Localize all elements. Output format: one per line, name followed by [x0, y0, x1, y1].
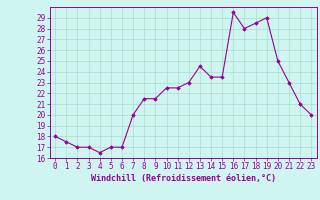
- X-axis label: Windchill (Refroidissement éolien,°C): Windchill (Refroidissement éolien,°C): [91, 174, 276, 183]
